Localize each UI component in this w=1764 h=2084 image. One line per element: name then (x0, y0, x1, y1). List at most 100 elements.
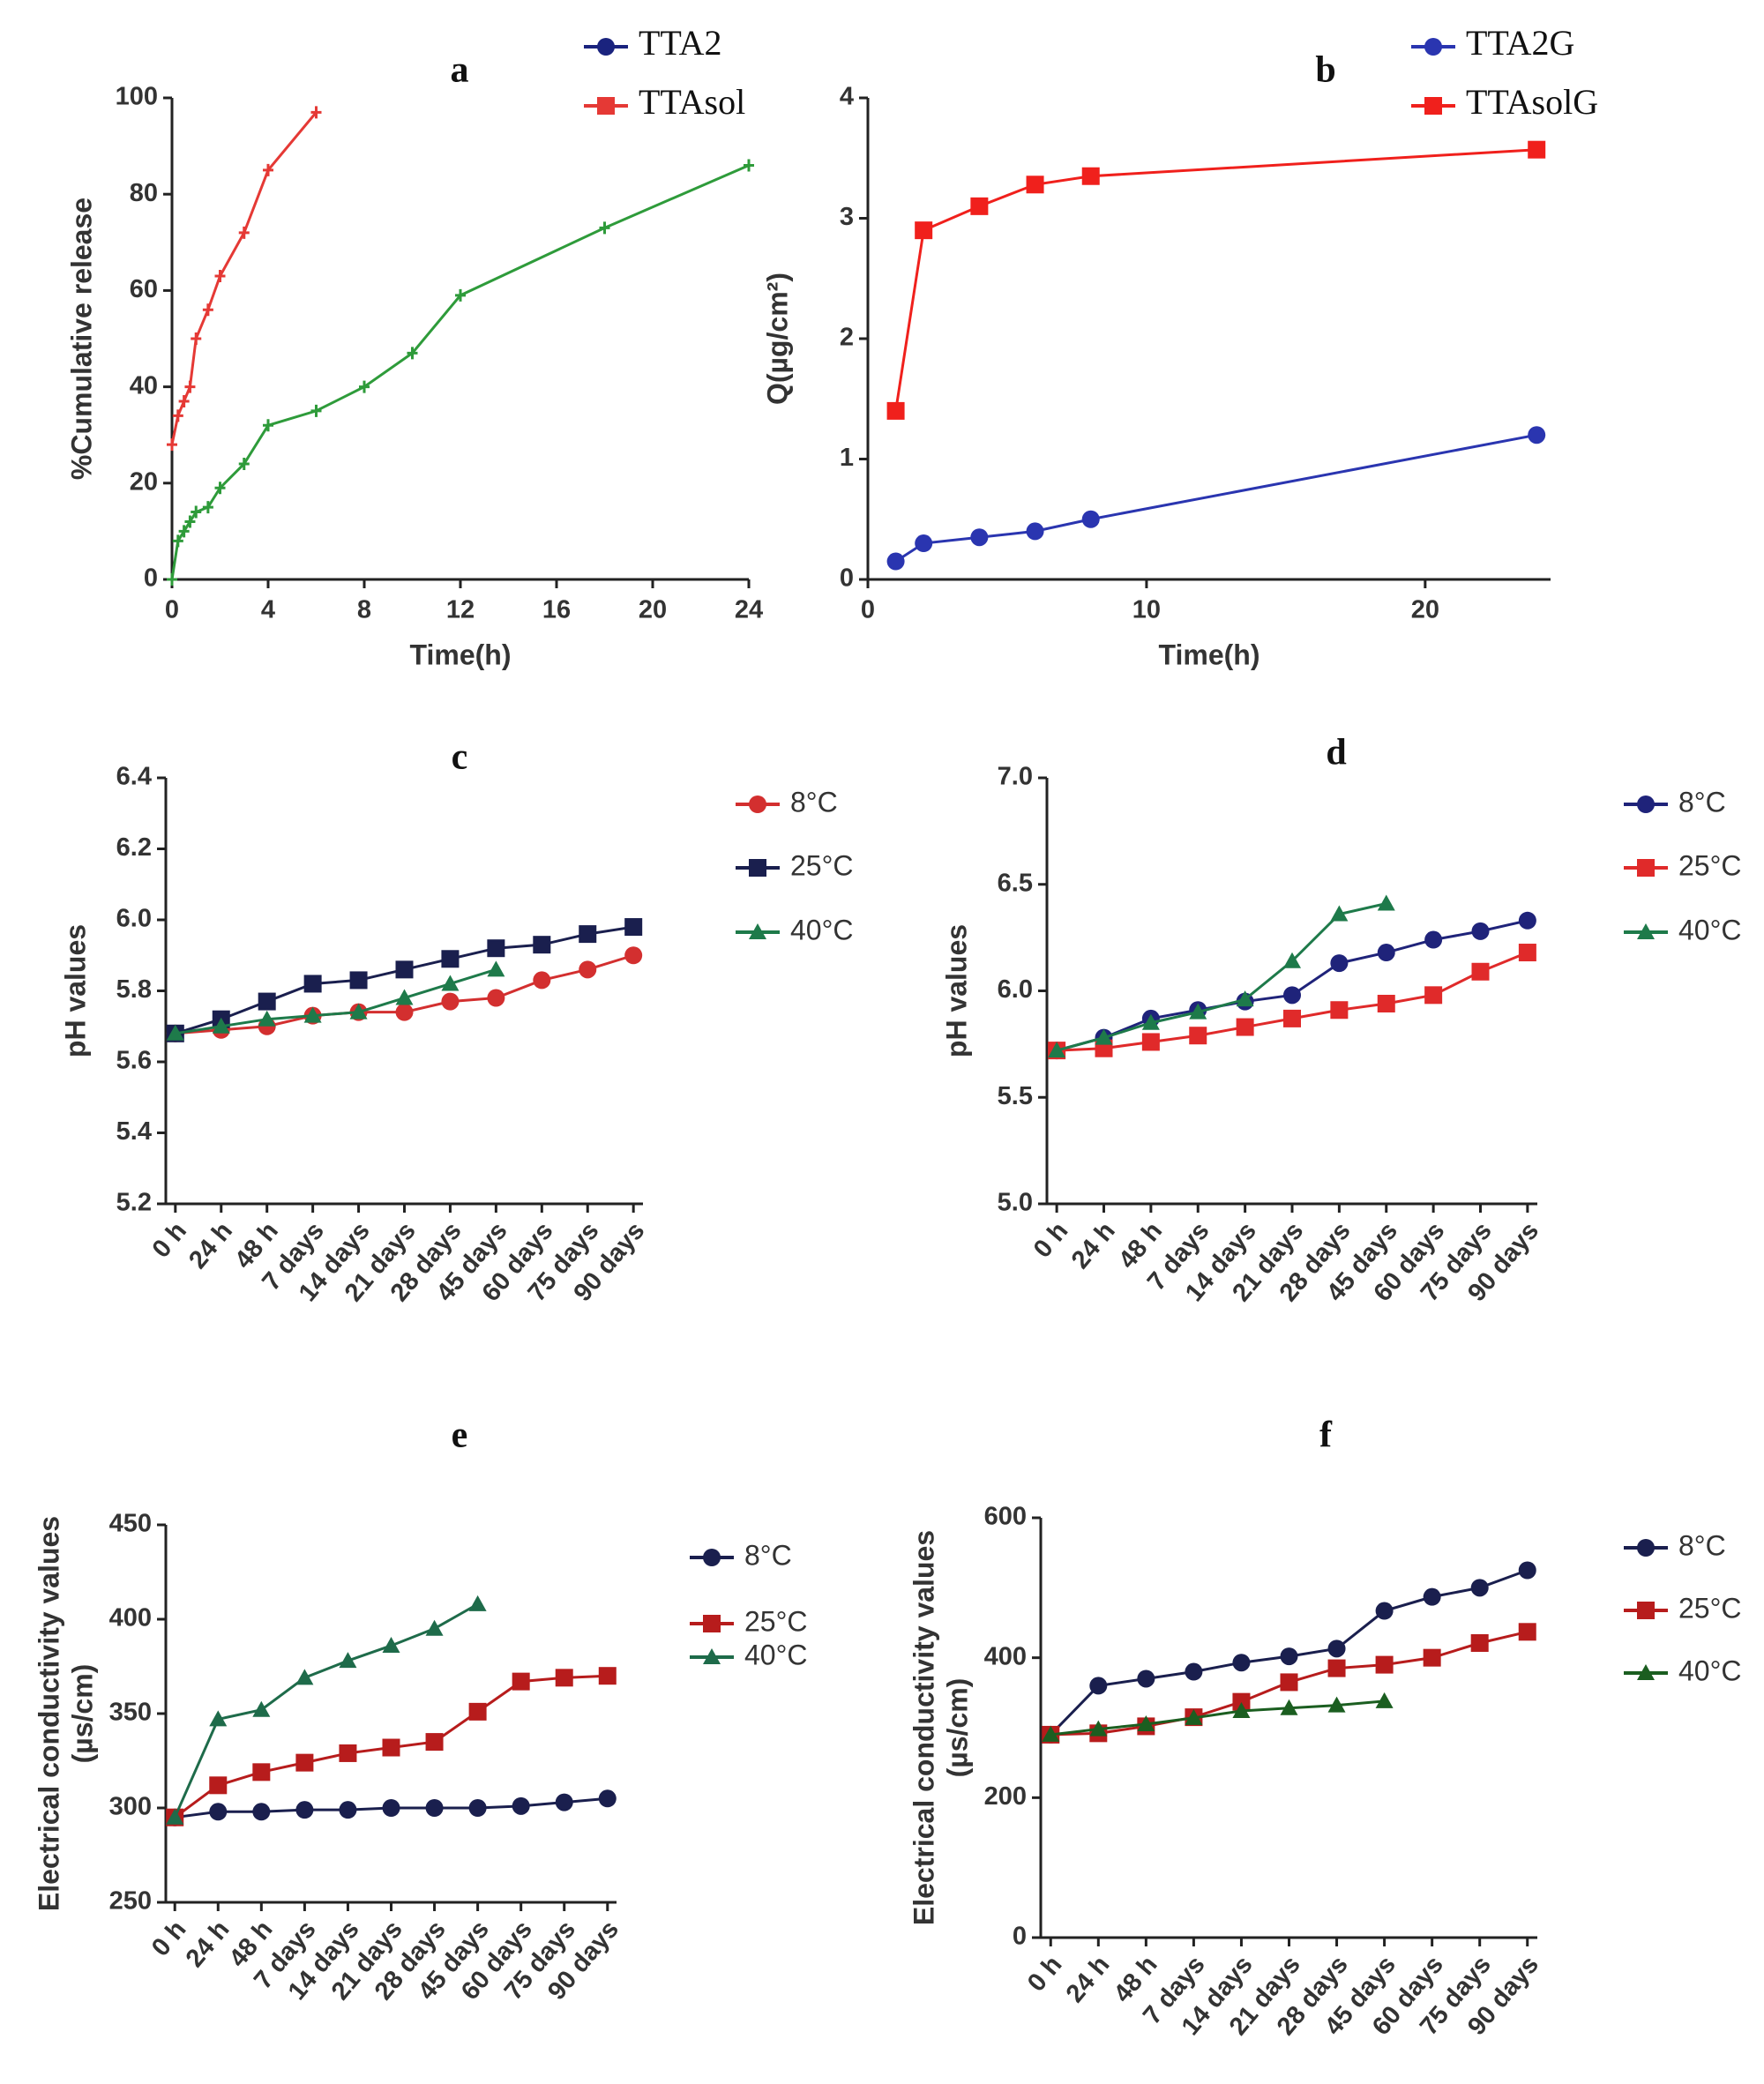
marker (1327, 1696, 1346, 1713)
marker (1377, 944, 1395, 962)
marker (1518, 911, 1536, 930)
marker (295, 1801, 314, 1819)
legend-marker (1424, 38, 1442, 56)
marker (252, 1763, 271, 1781)
marker (441, 975, 460, 991)
y-tick-label: 600 (984, 1503, 1027, 1531)
y-tick-label: 6.0 (116, 905, 152, 933)
marker (1518, 1623, 1536, 1641)
y-axis-label: Electrical conductivity values (908, 1530, 939, 1925)
marker (744, 159, 754, 172)
legend-label: 40°C (744, 1639, 808, 1670)
legend-marker (1637, 796, 1655, 813)
marker (970, 197, 989, 215)
legend-label: 25°C (1678, 1592, 1742, 1624)
marker (1042, 1725, 1060, 1742)
legend-marker (1637, 859, 1655, 877)
legend-label: 8°C (744, 1539, 792, 1571)
marker (339, 1744, 357, 1762)
legend-marker (749, 859, 766, 877)
legend-label: 8°C (1678, 1529, 1726, 1561)
marker (1423, 1648, 1441, 1667)
marker (915, 221, 933, 240)
marker (886, 552, 905, 571)
legend-marker (703, 1549, 721, 1566)
marker (1283, 952, 1301, 968)
marker (395, 989, 414, 1005)
marker (382, 1799, 400, 1817)
marker (533, 936, 551, 954)
y-axis-label: %Cumulative release (65, 198, 97, 480)
panel: a 0 20 40 60 80 100 0 4 8 12 16 20 24 Time(h) %Cumulati… (65, 23, 763, 670)
legend-marker (1424, 97, 1442, 115)
panel-title: b (1315, 50, 1335, 91)
marker (382, 1636, 400, 1653)
marker (555, 1793, 573, 1811)
marker (1137, 1669, 1155, 1688)
marker (487, 939, 505, 958)
marker (178, 394, 190, 407)
marker (263, 419, 273, 432)
marker (1141, 1013, 1160, 1030)
marker (886, 401, 905, 420)
marker (258, 992, 276, 1011)
legend-label: 8°C (1678, 786, 1726, 818)
marker (468, 1595, 487, 1611)
legend-label: TTAsol (639, 82, 745, 122)
series-line (175, 967, 497, 1035)
marker (1327, 1659, 1346, 1677)
x-tick-label: 10 (1132, 596, 1161, 624)
marker (1081, 167, 1100, 185)
legend-marker (703, 1615, 721, 1632)
marker (441, 992, 460, 1011)
series-line (1056, 902, 1387, 1052)
legend-marker (597, 97, 615, 115)
x-tick-label: 16 (542, 596, 571, 624)
marker (599, 221, 610, 235)
x-tick-label: 0 (861, 596, 875, 624)
marker (407, 347, 418, 360)
marker (1375, 1655, 1394, 1674)
marker (1424, 986, 1443, 1005)
marker (258, 1010, 276, 1027)
marker (1185, 1662, 1203, 1681)
marker (1280, 1699, 1298, 1715)
marker (598, 1789, 617, 1808)
y-tick-label: 40 (130, 371, 158, 400)
legend-label: 25°C (1678, 849, 1742, 881)
y-tick-label: 5.8 (116, 975, 152, 1004)
y-axis-label: pH values (59, 924, 91, 1057)
y-tick-label: 20 (130, 467, 158, 496)
marker (1095, 1028, 1113, 1045)
marker (1327, 1640, 1346, 1658)
marker (624, 918, 643, 937)
marker (167, 438, 177, 452)
panel: b 0 1 2 3 4 0 10 20 Time(h) Q(µg/cm²) TTA2G TTAsolG (761, 23, 1598, 670)
y-tick-label: 1 (840, 444, 854, 472)
y-axis-label: (µs/cm) (941, 1678, 973, 1778)
y-tick-label: 0 (1013, 1923, 1027, 1951)
marker (1471, 922, 1490, 940)
y-tick-label: 5.0 (998, 1189, 1033, 1217)
marker (310, 404, 322, 417)
y-tick-label: 2 (840, 324, 854, 352)
marker (395, 1003, 414, 1021)
panel-title: d (1326, 733, 1346, 773)
y-tick-label: 5.4 (116, 1117, 152, 1146)
marker (1280, 1673, 1298, 1692)
marker (252, 1700, 271, 1717)
marker (1232, 1692, 1251, 1711)
marker (166, 1024, 184, 1041)
marker (533, 971, 551, 990)
marker (1283, 1009, 1301, 1027)
marker (310, 106, 322, 119)
marker (172, 534, 183, 548)
marker (1470, 1579, 1489, 1597)
y-tick-label: 5.6 (116, 1047, 152, 1075)
marker (382, 1738, 400, 1757)
marker (238, 226, 250, 239)
marker (166, 1808, 184, 1825)
legend-label: TTAsolG (1466, 82, 1598, 122)
marker (1423, 1587, 1441, 1606)
